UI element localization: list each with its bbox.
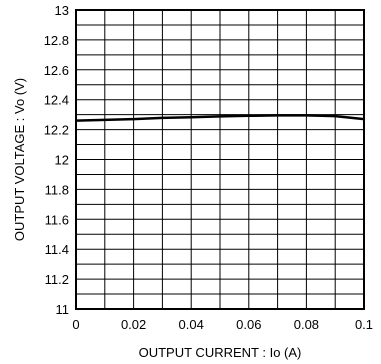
- x-tick-labels: 0 0.02 0.04 0.06 0.08 0.1: [72, 317, 373, 332]
- y-tick-label: 11.4: [45, 242, 69, 257]
- y-tick-label: 11: [56, 302, 70, 317]
- y-tick-label: 12.2: [44, 123, 69, 138]
- y-tick-label: 12.8: [44, 33, 69, 48]
- x-axis-title: OUTPUT CURRENT : Io (A): [139, 345, 302, 360]
- y-tick-label: 13: [55, 3, 69, 18]
- y-axis-title: OUTPUT VOLTAGE : Vo (V): [12, 78, 27, 241]
- y-tick-label: 12.4: [44, 93, 69, 108]
- y-tick-labels: 11 11.2 11.4 11.6 11.8 12 12.2 12.4 12.6 12.8 13: [44, 3, 69, 317]
- x-tick-label: 0: [72, 317, 79, 332]
- y-tick-label: 11.2: [45, 272, 69, 287]
- y-tick-label: 12.6: [44, 63, 69, 78]
- y-tick-label: 11.6: [45, 212, 69, 227]
- x-tick-label: 0.08: [294, 317, 319, 332]
- x-tick-label: 0.04: [179, 317, 204, 332]
- x-tick-label: 0.1: [355, 317, 373, 332]
- series-line: [75, 114, 365, 122]
- grid: [76, 10, 364, 309]
- x-tick-label: 0.02: [121, 317, 146, 332]
- plot-border: [75, 9, 365, 310]
- x-tick-label: 0.06: [236, 317, 261, 332]
- y-tick-label: 12: [55, 153, 69, 168]
- y-tick-label: 11.8: [45, 182, 69, 197]
- series-group: [75, 114, 365, 122]
